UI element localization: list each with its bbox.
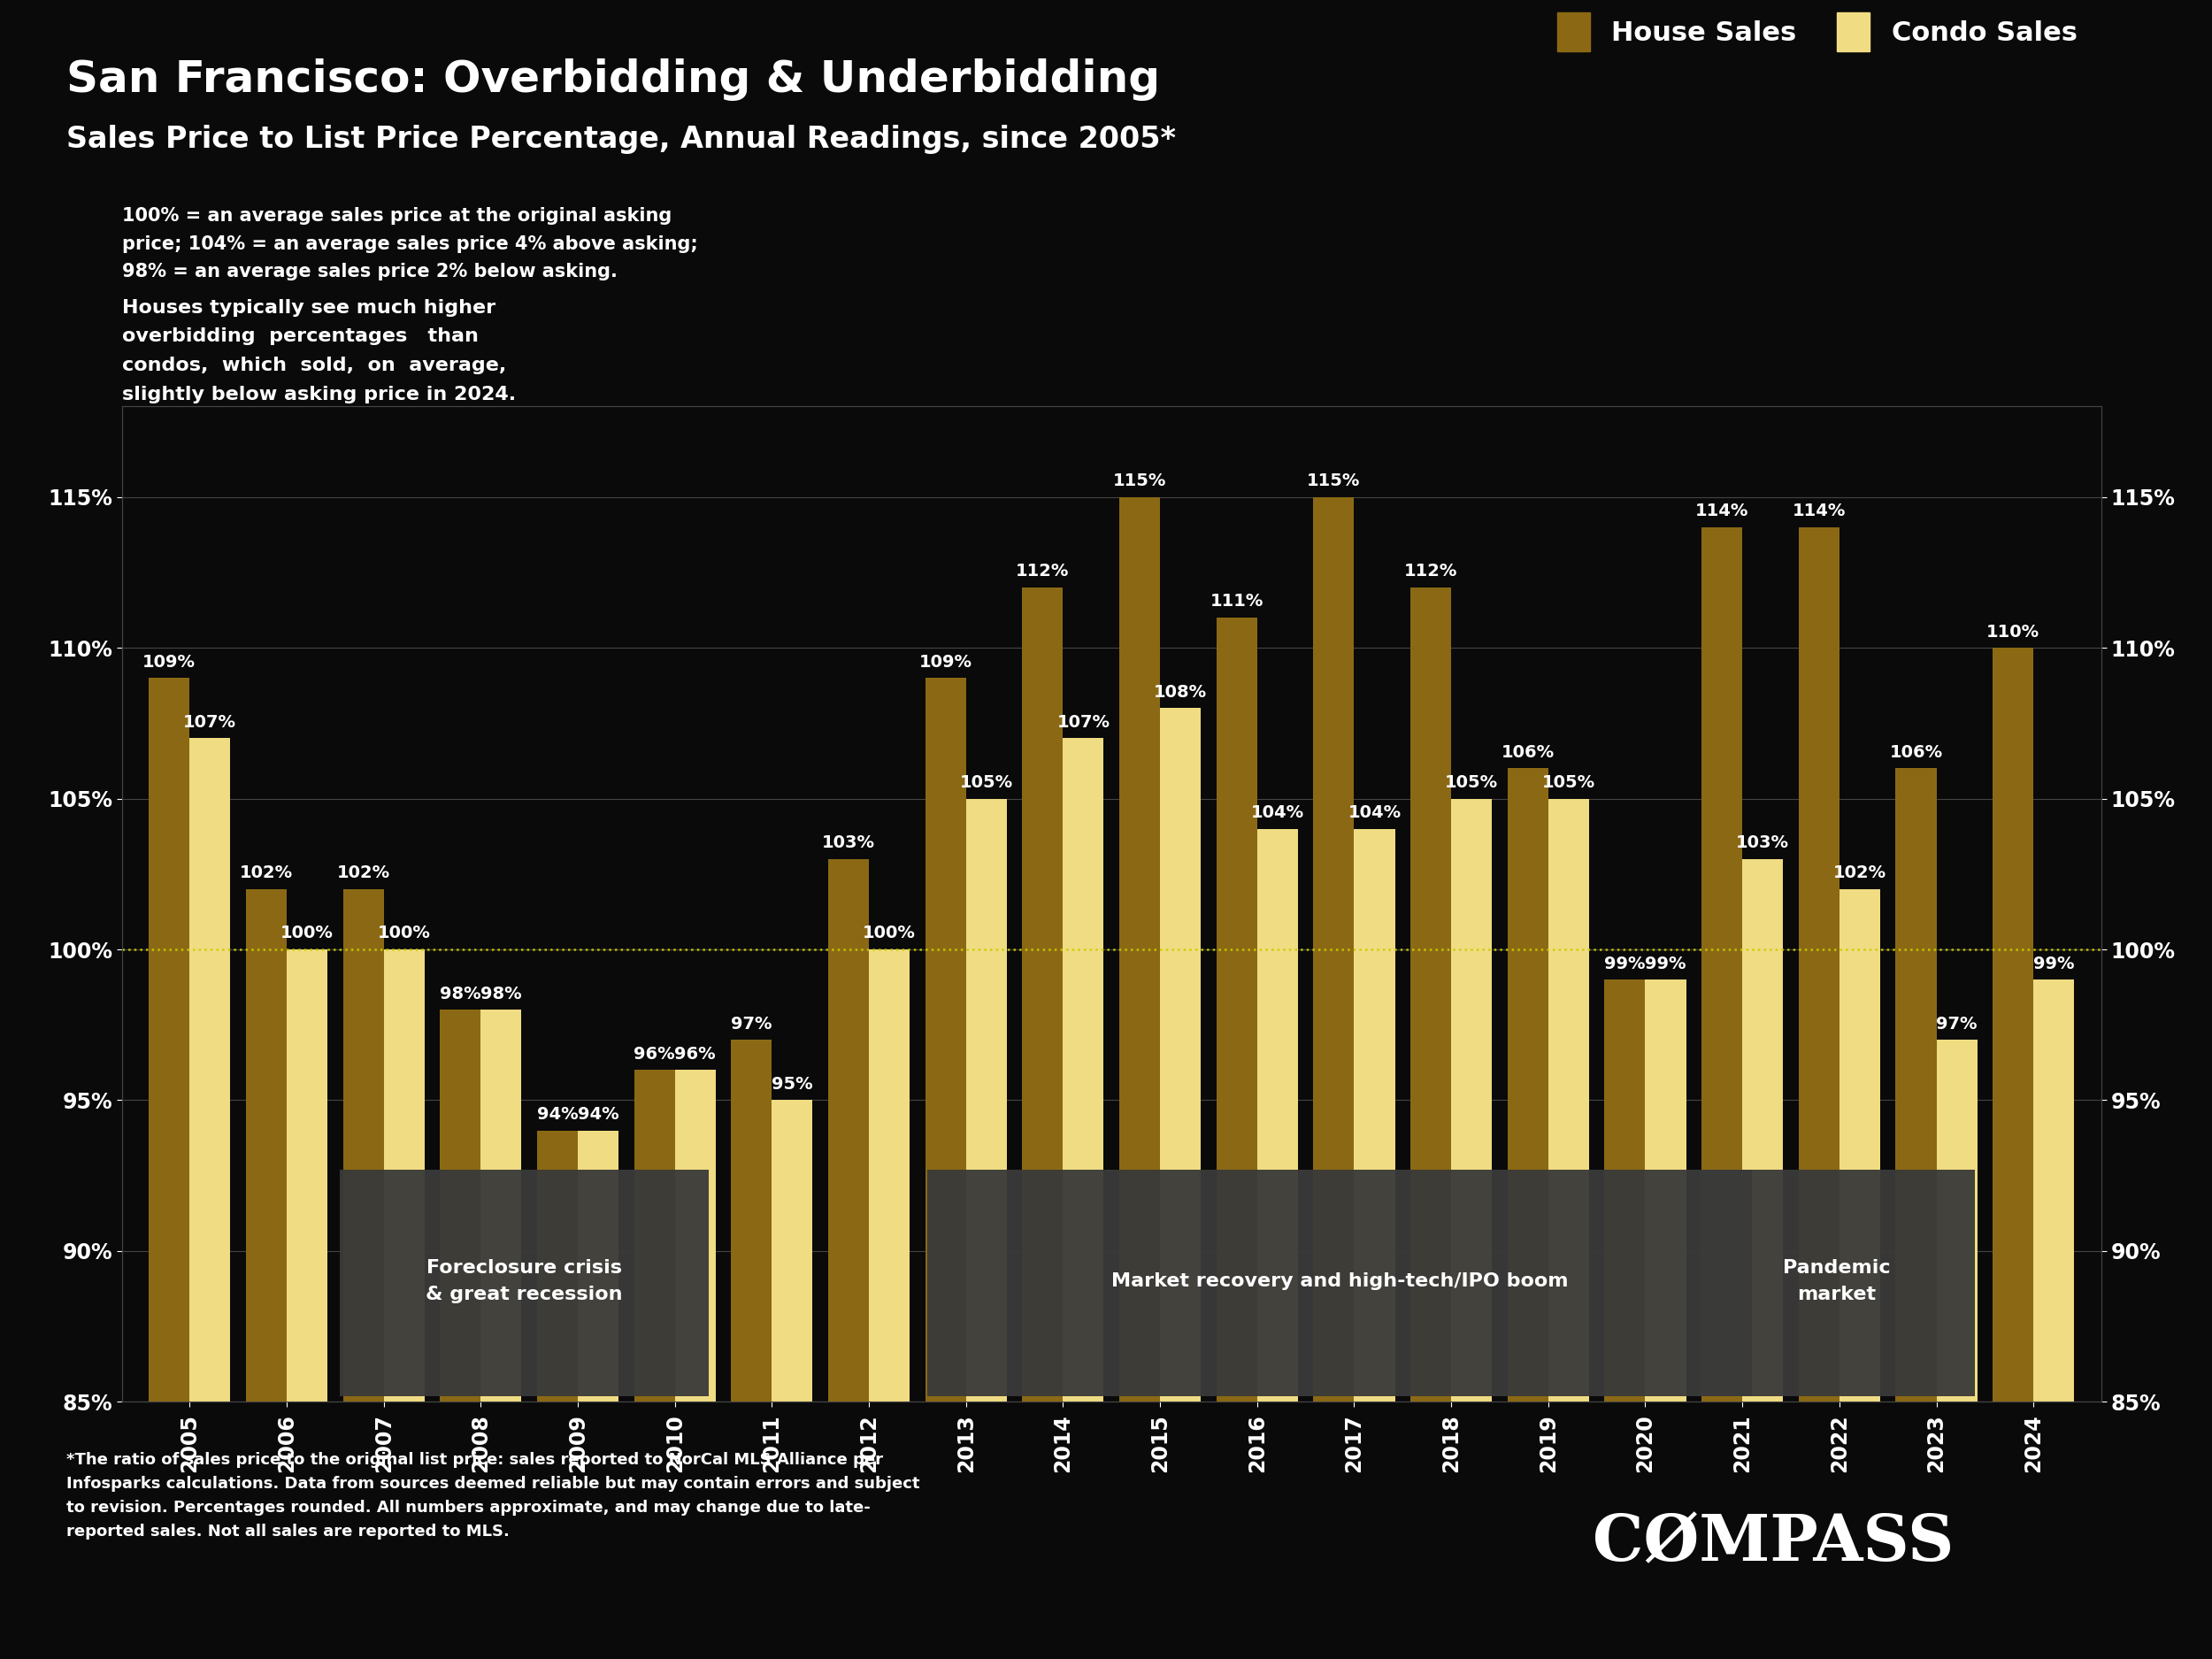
Bar [1743,859,1783,1402]
Text: 95%: 95% [772,1077,812,1093]
Bar [1022,587,1064,1402]
Bar [480,1010,522,1402]
FancyBboxPatch shape [1699,1170,1975,1395]
Text: San Francisco: Overbidding & Underbidding: San Francisco: Overbidding & Underbiddin… [66,58,1159,101]
Bar [440,1010,480,1402]
Text: 109%: 109% [918,654,971,670]
Text: Pandemic
market: Pandemic market [1783,1259,1891,1302]
Text: 94%: 94% [538,1107,577,1123]
Text: 104%: 104% [1347,805,1400,821]
Text: 99%: 99% [2033,956,2075,972]
Text: 98%: 98% [440,985,480,1002]
Bar [288,949,327,1402]
Text: 107%: 107% [1057,713,1110,730]
Bar [1548,798,1588,1402]
Text: 98%: 98% [480,985,522,1002]
Bar [383,949,425,1402]
Bar [190,738,230,1402]
Bar [732,1040,772,1402]
Bar [1159,708,1201,1402]
Bar [343,889,383,1402]
Bar [1798,528,1840,1402]
Text: 106%: 106% [1502,745,1555,761]
Bar [1256,830,1298,1402]
Text: 100%: 100% [281,926,334,942]
Text: 115%: 115% [1307,473,1360,489]
Bar [635,1070,675,1402]
Text: 99%: 99% [1604,956,1646,972]
Bar [1701,528,1743,1402]
Text: 96%: 96% [635,1045,675,1062]
Bar [1314,498,1354,1402]
Text: Market recovery and high-tech/IPO boom: Market recovery and high-tech/IPO boom [1110,1272,1568,1291]
Text: Sales Price to List Price Percentage, Annual Readings, since 2005*: Sales Price to List Price Percentage, An… [66,124,1177,154]
Text: 103%: 103% [1736,834,1790,851]
Text: Houses typically see much higher
overbidding  percentages   than
condos,  which : Houses typically see much higher overbid… [122,299,515,403]
Text: 110%: 110% [1986,624,2039,640]
Bar [148,679,190,1402]
Text: CØMPASS: CØMPASS [1593,1511,1953,1574]
Text: 100% = an average sales price at the original asking
price; 104% = an average sa: 100% = an average sales price at the ori… [122,207,697,280]
Text: *The ratio of sales price to the original list price: sales reported to NorCal M: *The ratio of sales price to the origina… [66,1452,920,1540]
Text: 103%: 103% [823,834,876,851]
Text: 97%: 97% [1936,1015,1978,1032]
Text: 105%: 105% [960,775,1013,791]
Text: 114%: 114% [1694,503,1750,519]
Text: 102%: 102% [336,864,389,881]
Bar [827,859,869,1402]
Bar [925,679,967,1402]
Legend: House Sales, Condo Sales: House Sales, Condo Sales [1546,2,2088,61]
Bar [246,889,288,1402]
Bar [1604,979,1646,1402]
Text: 96%: 96% [675,1045,717,1062]
Bar [772,1100,812,1402]
Bar [1993,647,2033,1402]
Text: 114%: 114% [1792,503,1845,519]
Text: 106%: 106% [1889,745,1942,761]
Bar [675,1070,717,1402]
Text: 108%: 108% [1155,684,1208,700]
Bar [1119,498,1159,1402]
Bar [538,1130,577,1402]
Bar [1840,889,1880,1402]
Text: 100%: 100% [863,926,916,942]
Text: 97%: 97% [730,1015,772,1032]
FancyBboxPatch shape [927,1170,1752,1395]
Text: Foreclosure crisis
& great recession: Foreclosure crisis & great recession [427,1259,624,1302]
Text: 112%: 112% [1405,562,1458,581]
Bar [1509,768,1548,1402]
Bar [1451,798,1491,1402]
Bar [1411,587,1451,1402]
Bar [1646,979,1686,1402]
Text: 105%: 105% [1542,775,1595,791]
Text: 100%: 100% [378,926,431,942]
Text: 115%: 115% [1113,473,1166,489]
Bar [577,1130,619,1402]
Text: 102%: 102% [1834,864,1887,881]
Bar [967,798,1006,1402]
Bar [1064,738,1104,1402]
Text: 109%: 109% [142,654,195,670]
Bar [1217,617,1256,1402]
Text: 99%: 99% [1646,956,1686,972]
Text: 104%: 104% [1250,805,1305,821]
FancyBboxPatch shape [341,1170,708,1395]
Text: 111%: 111% [1210,594,1263,611]
Bar [869,949,909,1402]
Text: 105%: 105% [1444,775,1498,791]
Text: 107%: 107% [184,713,237,730]
Bar [1896,768,1936,1402]
Text: 94%: 94% [577,1107,619,1123]
Text: 112%: 112% [1015,562,1068,581]
Bar [1936,1040,1978,1402]
Text: 102%: 102% [239,864,292,881]
Bar [2033,979,2075,1402]
Bar [1354,830,1396,1402]
